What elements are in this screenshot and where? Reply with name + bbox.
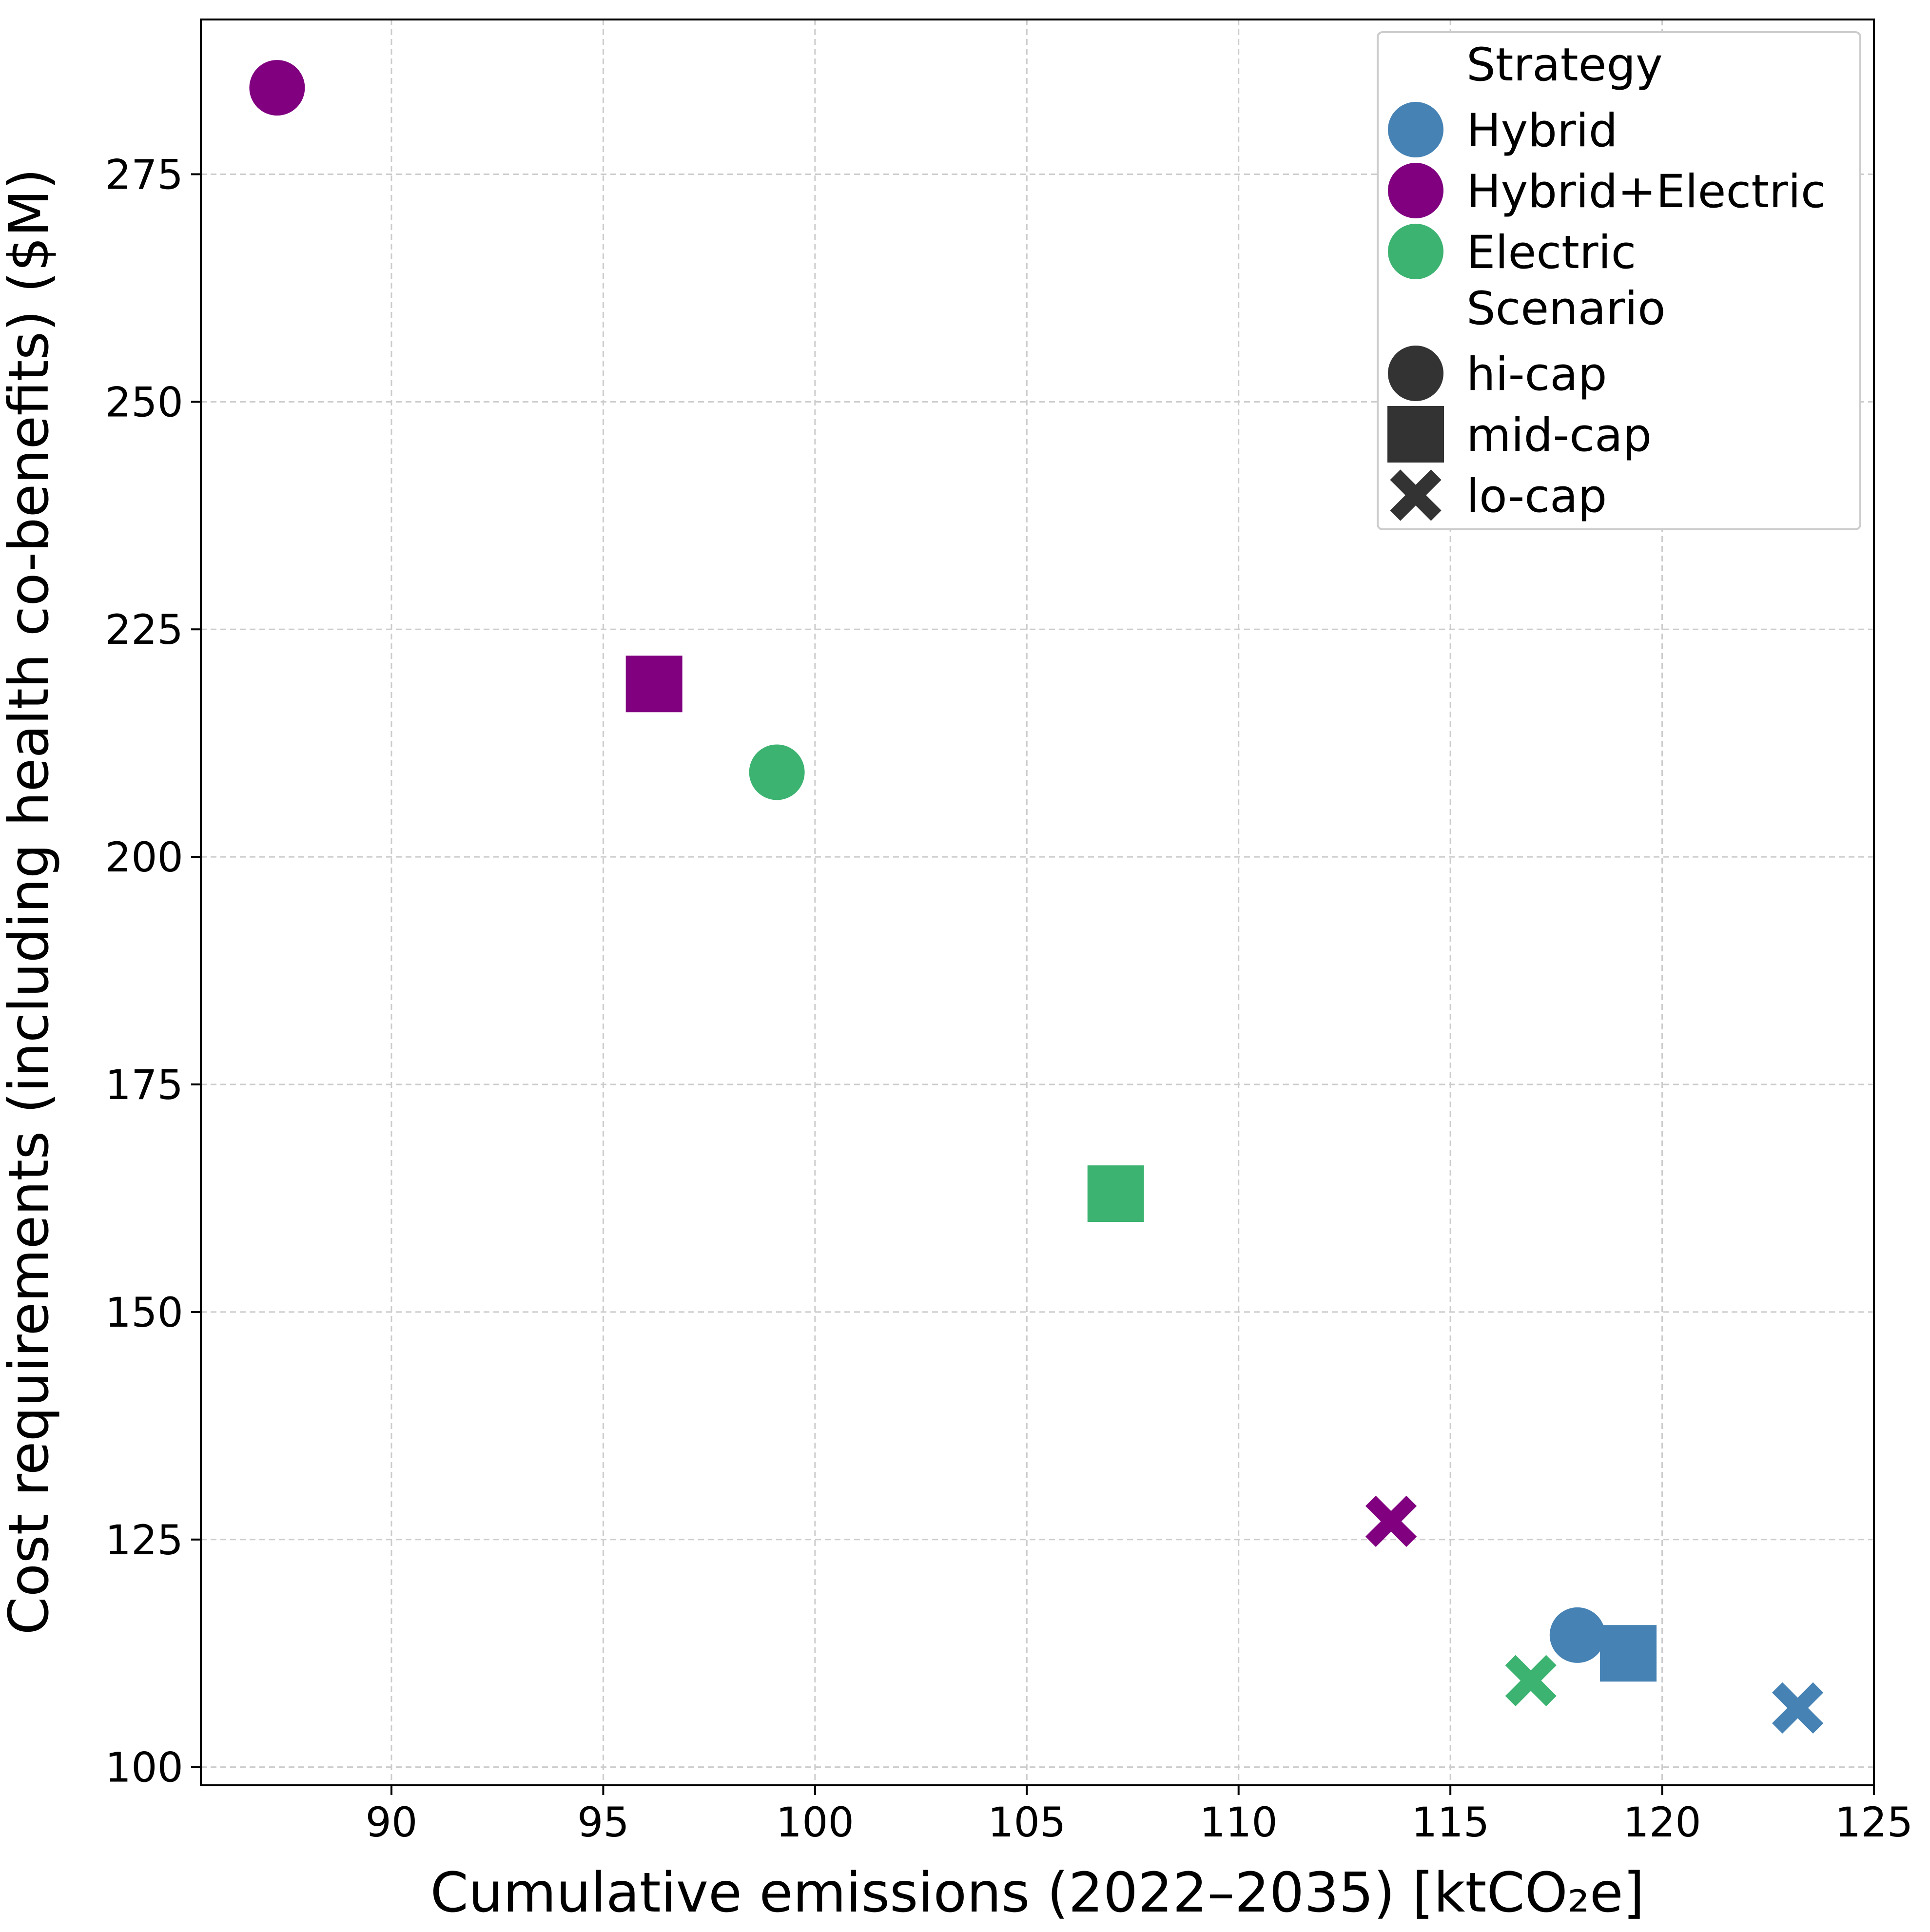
x-tick-label: 110 [1200, 1798, 1278, 1846]
legend-label-strategy: Electric [1466, 226, 1636, 279]
point-hybrid-electric-mid-cap [625, 656, 682, 713]
point-hybrid-mid-cap [1600, 1625, 1657, 1682]
legend-marker-lo-cap [1390, 469, 1442, 521]
point-hybrid-electric-hi-cap [249, 60, 305, 116]
legend-strategy-title: Strategy [1466, 39, 1663, 92]
point-electric-lo-cap [1505, 1655, 1557, 1706]
y-axis-label: Cost requirements (including health co-b… [0, 168, 61, 1635]
y-tick-label: 150 [105, 1289, 183, 1336]
legend-scenario-title: Scenario [1466, 282, 1666, 335]
axis-ticks: 90 95 100 105 110 115 120 125 100 125 150 175 200 225… [105, 151, 1913, 1846]
x-tick-label: 100 [776, 1798, 854, 1846]
x-tick-label: 90 [366, 1798, 418, 1846]
point-hybrid-lo-cap [1772, 1682, 1824, 1734]
legend-entries: Hybrid Hybrid+Electric Electric hi-cap mid-c… [1387, 102, 1826, 523]
legend-label-scenario: mid-cap [1466, 409, 1652, 462]
legend-label-scenario: lo-cap [1466, 470, 1607, 523]
y-tick-label: 250 [105, 378, 183, 426]
y-tick-label: 275 [105, 151, 183, 198]
y-tick-label: 100 [105, 1744, 183, 1792]
legend-box [1377, 31, 1861, 530]
legend-marker-mid-cap [1387, 406, 1444, 463]
y-tick-label: 175 [105, 1061, 183, 1109]
x-tick-label: 125 [1835, 1798, 1913, 1846]
x-tick-label: 115 [1411, 1798, 1489, 1846]
legend-marker-hybrid-electric [1388, 163, 1443, 218]
data-points [249, 60, 1824, 1734]
legend-label-strategy: Hybrid [1466, 104, 1618, 157]
legend-marker-hybrid [1388, 102, 1443, 157]
x-tick-label: 120 [1623, 1798, 1701, 1846]
x-tick-label: 95 [577, 1798, 629, 1846]
y-tick-label: 225 [105, 606, 183, 654]
point-electric-mid-cap [1087, 1165, 1144, 1222]
plot-frame [200, 19, 1875, 1786]
x-tick-label: 105 [988, 1798, 1066, 1846]
legend-label-scenario: hi-cap [1466, 348, 1607, 401]
legend: Strategy Scenario Hybrid Hybrid+Electric E… [1377, 31, 1861, 530]
point-hybrid-hi-cap [1549, 1607, 1605, 1663]
y-tick-label: 125 [105, 1516, 183, 1564]
y-tick-label: 200 [105, 833, 183, 881]
point-hybrid-electric-lo-cap [1365, 1495, 1417, 1547]
legend-marker-electric [1388, 224, 1443, 279]
legend-label-strategy: Hybrid+Electric [1466, 165, 1826, 218]
legend-marker-hi-cap [1388, 346, 1443, 401]
point-electric-hi-cap [749, 744, 805, 800]
x-axis-label: Cumulative emissions (2022–2035) [ktCO₂e… [430, 1861, 1645, 1925]
